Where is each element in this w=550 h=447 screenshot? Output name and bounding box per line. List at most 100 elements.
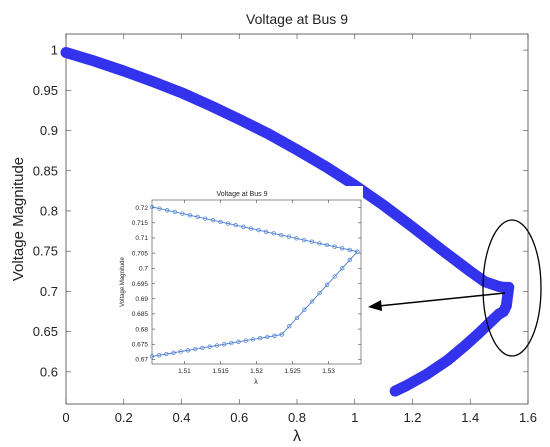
inset-data-point <box>185 348 191 353</box>
inset-series <box>149 204 360 359</box>
inset-data-point <box>210 218 216 223</box>
inset-y-tick-label: 0.685 <box>132 311 149 318</box>
inset-data-point <box>317 290 322 296</box>
inset-data-point <box>324 282 330 287</box>
inset-data-point <box>286 234 292 239</box>
main-y-tick-label: 0.75 <box>33 244 58 259</box>
inset-y-axis-label: Voltage Magnitude <box>120 256 126 306</box>
inset-data-point <box>250 337 256 342</box>
main-x-tick-label: 0 <box>62 410 69 425</box>
inset-data-point <box>165 208 170 213</box>
main-y-axis-label: Voltage Magnitude <box>10 157 27 281</box>
inset-y-tick-label: 0.71 <box>135 235 148 242</box>
inset-data-point <box>243 338 248 343</box>
inset-y-tick-label: 0.715 <box>132 220 149 227</box>
inset-series-lower-a <box>151 334 282 357</box>
inset-x-tick-label: 1.51 <box>178 368 191 375</box>
main-y-ticks: 0.6 0.65 0.7 0.75 0.8 0.85 0.9 0.95 1 <box>33 43 528 379</box>
inset-data-point <box>187 213 193 218</box>
inset-data-point <box>294 315 300 321</box>
inset-data-point <box>332 274 337 279</box>
inset-data-point <box>287 324 292 329</box>
main-y-tick-label: 0.65 <box>33 324 58 339</box>
inset-y-tick-label: 0.68 <box>135 326 148 333</box>
main-series-upper-branch <box>60 47 515 293</box>
main-x-tick-label: 1.2 <box>403 410 421 425</box>
inset-data-point <box>207 344 212 349</box>
inset-data-point <box>214 343 220 348</box>
inset-chart-title: Voltage at Bus 9 <box>217 191 268 198</box>
inset-y-tick-label: 0.69 <box>135 296 148 303</box>
main-x-tick-label: 0.6 <box>230 410 248 425</box>
inset-data-point <box>172 209 177 215</box>
inset-x-tick-label: 1.52 <box>250 368 263 375</box>
inset-x-tick-label: 1.525 <box>284 368 301 375</box>
inset-data-point <box>229 340 234 346</box>
main-y-tick-label: 0.9 <box>40 123 58 138</box>
inset-data-point <box>193 346 198 352</box>
inset-x-axis-label: λ <box>254 379 258 386</box>
main-y-tick-label: 0.8 <box>40 204 58 219</box>
inset-data-point <box>301 237 307 243</box>
inset-chart: Voltage at Bus 9 0.67 0.675 0.68 0.685 0.69 0… <box>118 186 363 386</box>
inset-y-tick-label: 0.67 <box>135 357 148 364</box>
main-x-ticks: 0 0.2 0.4 0.6 0.8 1 1.2 1.4 1.6 <box>62 34 537 425</box>
inset-y-tick-label: 0.72 <box>135 205 148 212</box>
inset-data-point <box>294 236 299 241</box>
inset-data-point <box>236 339 241 344</box>
inset-x-ticks: 1.51 1.515 1.52 1.525 1.53 <box>178 200 335 375</box>
inset-data-point <box>149 354 155 359</box>
main-y-tick-label: 0.6 <box>40 364 58 379</box>
inset-data-point <box>263 229 269 234</box>
inset-data-point <box>195 214 200 220</box>
zoom-arrow <box>368 292 506 311</box>
inset-data-point <box>178 349 183 354</box>
inset-data-point <box>279 332 284 337</box>
zoom-region-ellipse <box>482 219 542 357</box>
inset-data-point <box>340 266 345 271</box>
main-x-axis-label: λ <box>293 428 301 445</box>
inset-data-point <box>218 219 223 225</box>
main-y-tick-label: 0.85 <box>33 163 58 178</box>
inset-y-tick-label: 0.675 <box>132 342 149 349</box>
inset-data-point <box>257 336 263 341</box>
inset-background <box>118 186 363 380</box>
main-y-tick-label: 1 <box>51 43 58 58</box>
inset-data-point <box>347 257 352 263</box>
inset-data-point <box>233 223 238 228</box>
inset-data-point <box>265 334 270 340</box>
main-x-tick-label: 0.2 <box>115 410 133 425</box>
inset-data-point <box>355 249 360 254</box>
inset-x-tick-label: 1.515 <box>212 368 229 375</box>
main-chart: Voltage at Bus 9 0.60.650.70.750.80.850.… <box>10 11 537 445</box>
inset-data-point <box>302 307 307 312</box>
main-y-tick-label: 0.7 <box>40 284 58 299</box>
inset-data-point <box>317 241 322 246</box>
main-x-tick-label: 0.4 <box>172 410 190 425</box>
inset-data-point <box>149 204 155 210</box>
inset-data-point <box>332 244 337 249</box>
inset-data-point <box>309 299 315 304</box>
inset-series-upper <box>151 206 358 253</box>
inset-data-point <box>279 232 284 238</box>
inset-data-point <box>180 211 185 216</box>
inset-data-point <box>248 226 254 231</box>
inset-data-point <box>271 231 276 236</box>
inset-data-point <box>203 216 208 221</box>
main-x-tick-label: 0.8 <box>288 410 306 425</box>
inset-data-point <box>256 227 261 233</box>
inset-data-point <box>164 351 169 357</box>
inset-data-point <box>324 242 330 248</box>
main-x-tick-label: 1.6 <box>519 410 537 425</box>
inset-y-tick-label: 0.7 <box>139 266 148 273</box>
inset-series-lower-b <box>281 251 358 335</box>
main-y-tick-label: 0.95 <box>33 83 58 98</box>
inset-data-point <box>221 342 227 347</box>
inset-data-point <box>171 350 176 355</box>
main-series-lower-branch <box>389 281 515 397</box>
inset-data-point <box>309 239 314 244</box>
main-chart-title: Voltage at Bus 9 <box>246 11 348 27</box>
inset-data-point <box>157 206 162 211</box>
inset-y-tick-label: 0.695 <box>132 281 149 288</box>
